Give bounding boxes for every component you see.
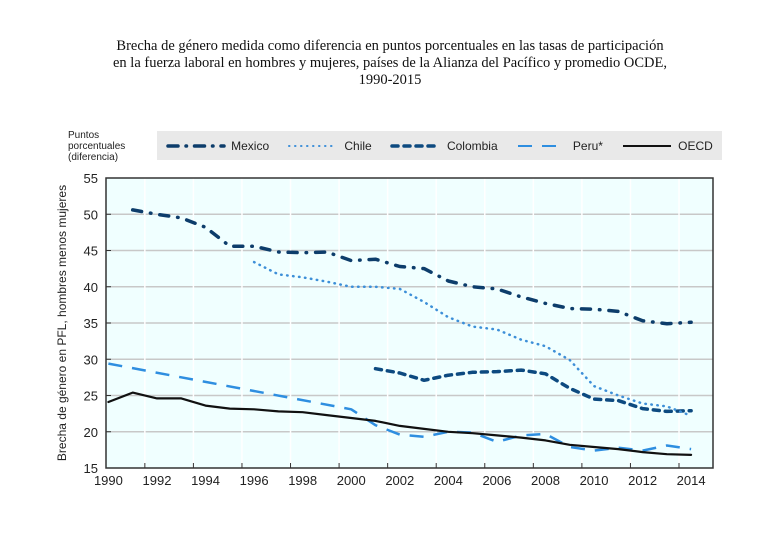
series-line-chile (252, 260, 693, 418)
y-unit-label: Puntos porcentuales (diferencia) (68, 130, 125, 163)
axes: 15 20 25 30 35 40 45 50 55 1990 1992 1994 1996 1998 20… (84, 171, 706, 488)
y-tick-label: 20 (84, 425, 98, 440)
legend: Mexico Chile Colombia Peru* OECD (157, 131, 722, 160)
x-tick-label: 2012 (628, 473, 657, 488)
series-line-mexico (130, 208, 693, 326)
y-unit-label-line-3: (diferencia) (68, 152, 119, 163)
y-tick-label: 50 (84, 207, 98, 222)
legend-swatch-chile (288, 144, 339, 147)
legend-swatch-oecd (623, 144, 672, 147)
series-line-oecd (107, 391, 693, 456)
y-tick-label: 30 (84, 352, 98, 367)
y-tick-label: 40 (84, 280, 98, 295)
legend-label-peru: Peru* (572, 138, 603, 153)
legend-label-oecd: OECD (678, 138, 713, 153)
series-line-colombia (373, 366, 693, 414)
x-tick-label: 2008 (531, 473, 560, 488)
x-tick-label: 2000 (337, 473, 366, 488)
x-tick-label: 2006 (482, 473, 511, 488)
grid (106, 178, 713, 468)
x-tick-label: 2002 (385, 473, 414, 488)
chart-title: Brecha de género medida como diferencia … (60, 38, 720, 89)
legend-item-peru: Peru* (516, 139, 603, 153)
legend-item-chile: Chile (287, 138, 372, 153)
x-tick-label: 2010 (580, 473, 609, 488)
legend-swatch-peru (517, 144, 566, 147)
x-tick-label: 2004 (434, 473, 463, 488)
x-tick-label: 1994 (191, 473, 220, 488)
chart-title-line-2: en la fuerza laboral en hombres y mujere… (112, 55, 668, 71)
series-layer (107, 208, 693, 456)
x-tick-label: 1996 (240, 473, 269, 488)
y-tick-label: 45 (84, 244, 98, 259)
legend-swatch-mexico (166, 143, 226, 148)
legend-label-chile: Chile (344, 138, 372, 153)
y-tick-label: 35 (84, 316, 98, 331)
y-unit-label-line-1: Puntos (68, 130, 100, 141)
chart-title-line-1: Brecha de género medida como diferencia … (116, 38, 664, 54)
series-line-peru (108, 362, 692, 452)
x-tick-label: 1998 (288, 473, 317, 488)
legend-label-colombia: Colombia (446, 138, 498, 153)
x-tick-label: 2014 (677, 473, 706, 488)
legend-item-mexico: Mexico (166, 139, 269, 153)
legend-swatch-colombia (390, 143, 442, 148)
legend-item-oecd: OECD (621, 139, 713, 153)
legend-item-colombia: Colombia (390, 139, 498, 153)
y-axis-label: Brecha de género en PFL, hombres menos m… (55, 185, 69, 461)
y-unit-label-line-2: porcentuales (68, 141, 126, 152)
x-tick-label: 1992 (143, 473, 172, 488)
y-tick-label: 15 (84, 461, 98, 476)
legend-label-mexico: Mexico (231, 138, 270, 153)
y-tick-label: 25 (84, 389, 98, 404)
x-tick-label: 1990 (94, 473, 123, 488)
y-tick-label: 55 (84, 171, 98, 186)
chart-title-line-3: 1990-2015 (358, 72, 422, 88)
